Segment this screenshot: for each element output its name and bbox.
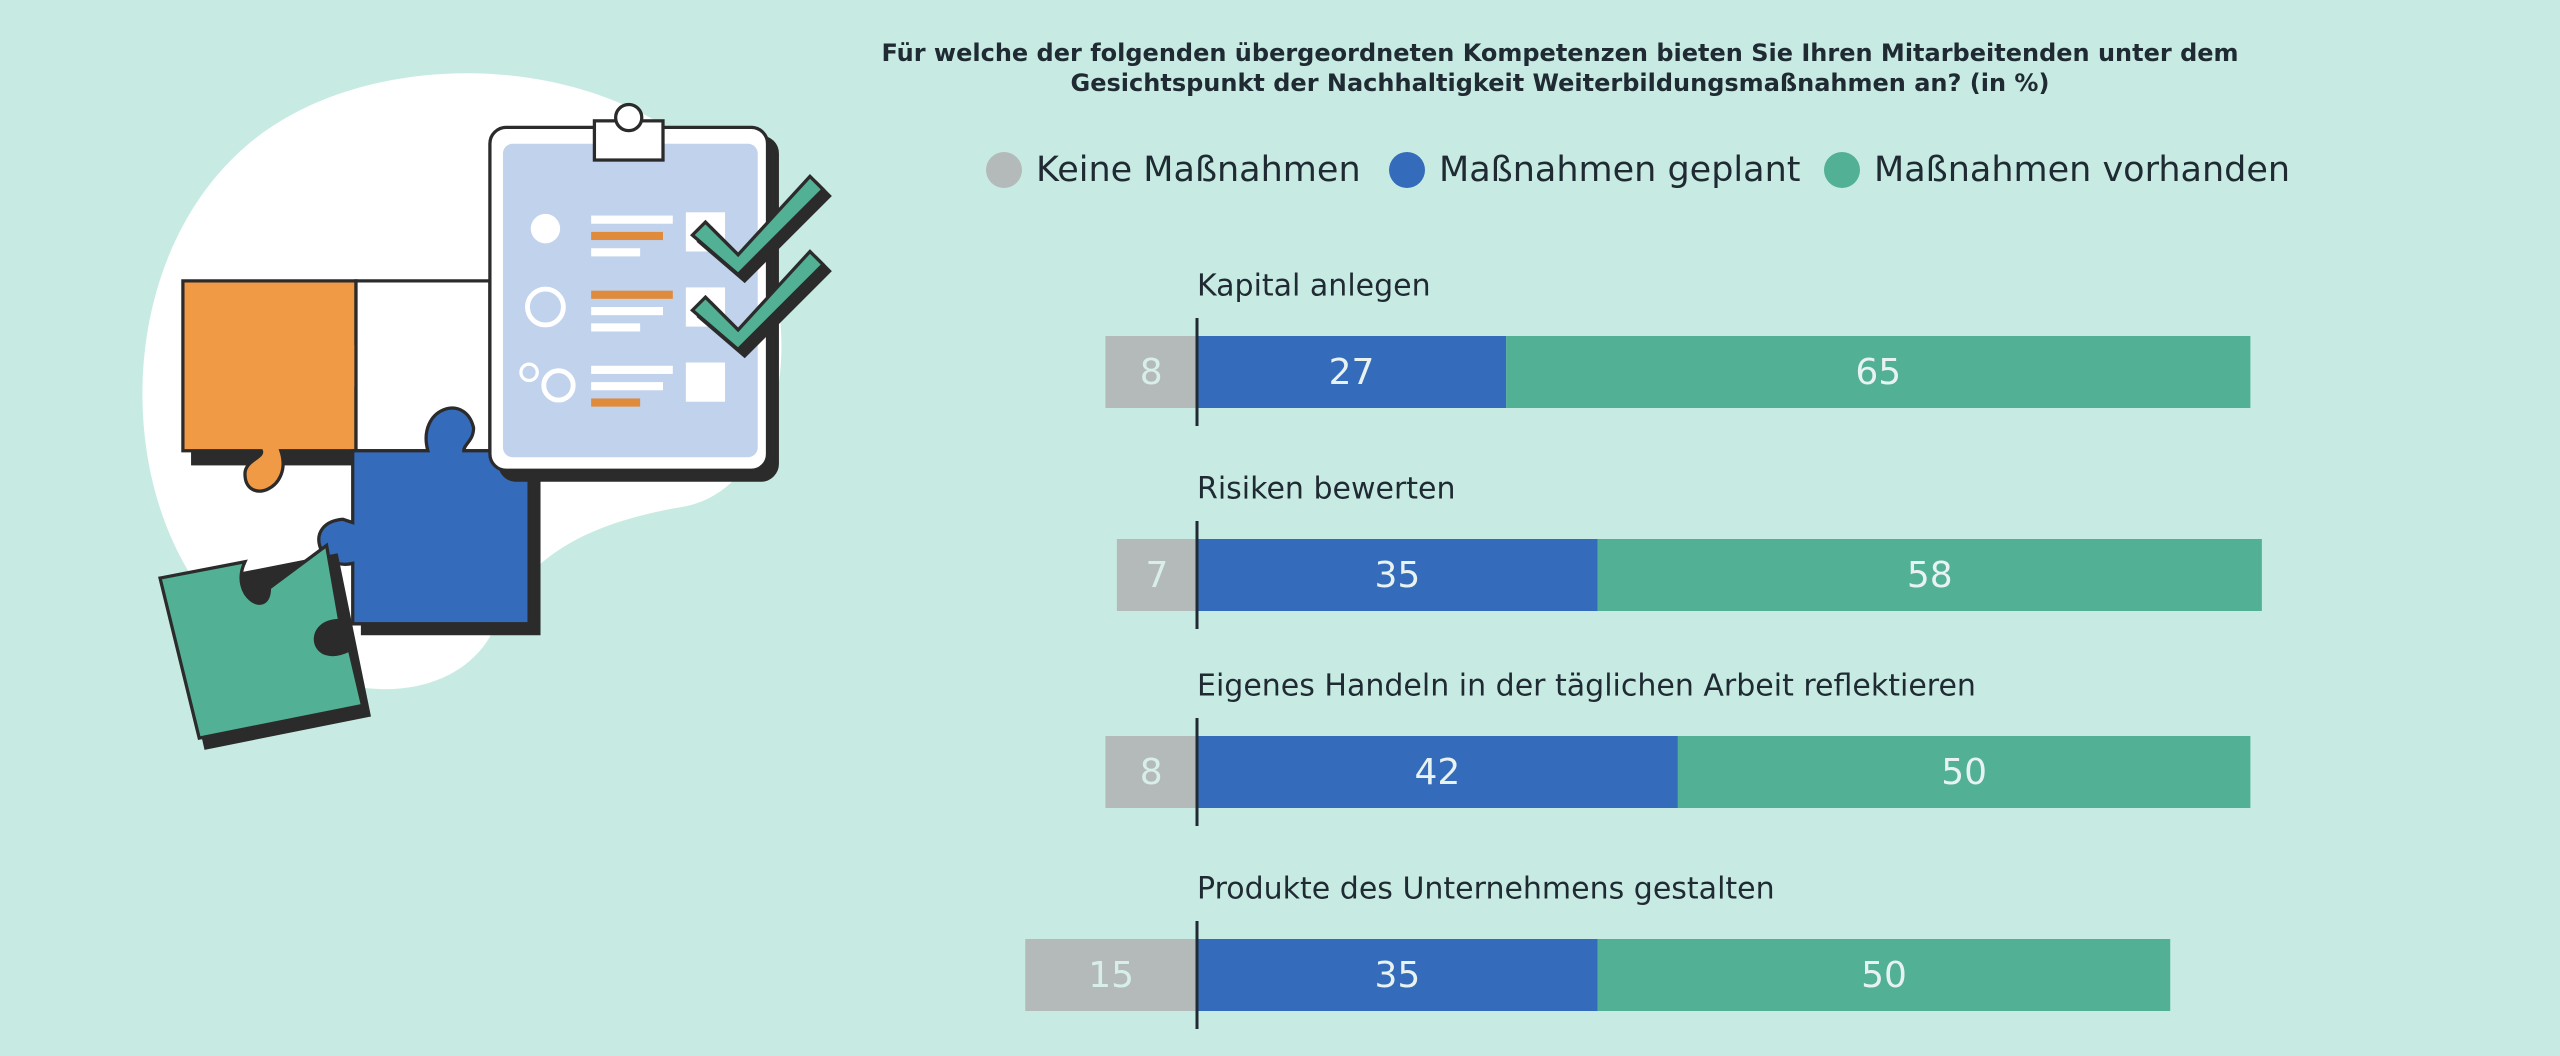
bar-segment bbox=[1025, 939, 1197, 1011]
legend-swatch bbox=[986, 152, 1022, 188]
bar-segment bbox=[1197, 939, 1598, 1011]
category-label: Eigenes Handeln in der täglichen Arbeit … bbox=[1197, 669, 1976, 704]
value-label: 8 bbox=[1140, 752, 1163, 793]
value-label: 65 bbox=[1855, 352, 1901, 393]
category-label: Produkte des Unternehmens gestalten bbox=[1197, 872, 1775, 907]
bar-segment bbox=[1597, 939, 2171, 1011]
bar-segment bbox=[1597, 539, 2262, 611]
bar-segment bbox=[1506, 336, 2251, 408]
value-label: 50 bbox=[1941, 752, 1987, 793]
value-label: 7 bbox=[1145, 555, 1168, 596]
chart-title: Für welche der folgenden übergeordneten … bbox=[881, 39, 2239, 97]
legend-swatch bbox=[1389, 152, 1425, 188]
value-label: 42 bbox=[1415, 752, 1461, 793]
illustration bbox=[142, 73, 832, 750]
bar-segment bbox=[1105, 736, 1197, 808]
value-label: 35 bbox=[1374, 955, 1420, 996]
bar-segment bbox=[1197, 336, 1507, 408]
legend-label: Keine Maßnahmen bbox=[1036, 150, 1361, 190]
value-label: 15 bbox=[1088, 955, 1134, 996]
category-label: Kapital anlegen bbox=[1197, 269, 1431, 304]
bar-segment bbox=[1116, 539, 1197, 611]
value-label: 8 bbox=[1140, 352, 1163, 393]
category-label: Risiken bewerten bbox=[1197, 472, 1456, 507]
bar-segment bbox=[1677, 736, 2251, 808]
legend-label: Maßnahmen geplant bbox=[1439, 150, 1800, 190]
bar-segment bbox=[1105, 336, 1197, 408]
bar-segment bbox=[1197, 736, 1678, 808]
bar-segment bbox=[1197, 539, 1598, 611]
value-label: 50 bbox=[1861, 955, 1907, 996]
legend-swatch bbox=[1824, 152, 1860, 188]
value-label: 35 bbox=[1374, 555, 1420, 596]
value-label: 58 bbox=[1907, 555, 1953, 596]
legend-label: Maßnahmen vorhanden bbox=[1874, 150, 2290, 190]
value-label: 27 bbox=[1329, 352, 1375, 393]
